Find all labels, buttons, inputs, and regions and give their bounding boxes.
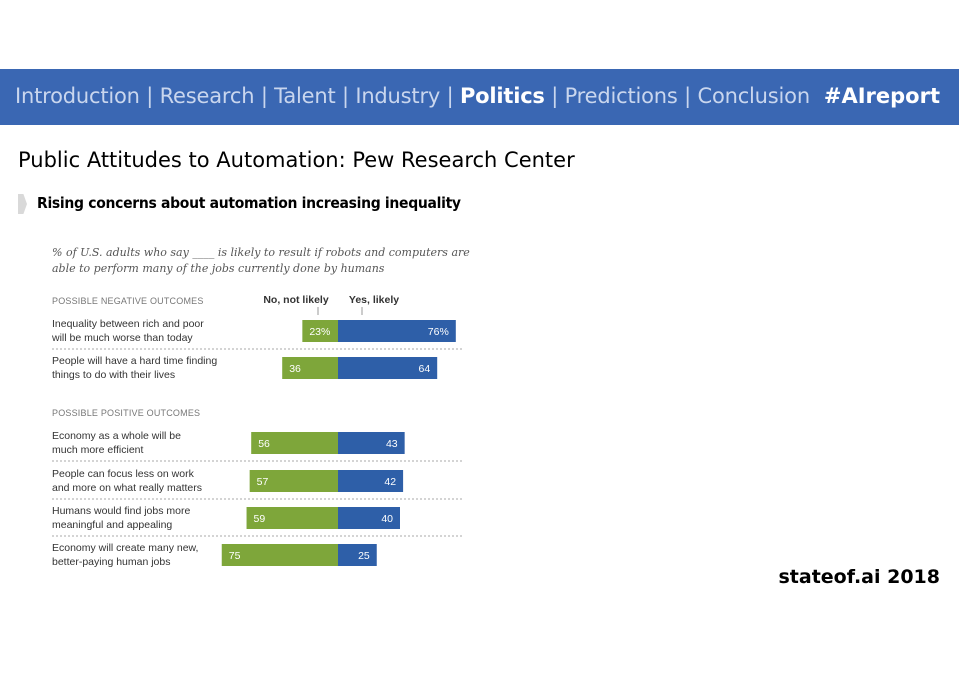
bar-value-no: 23% — [309, 326, 330, 338]
bar-no-not-likely — [246, 507, 338, 529]
nav-separator: | — [677, 84, 698, 108]
row-label: things to do with their lives — [52, 369, 175, 381]
row-label: Humans would find jobs more — [52, 505, 190, 517]
bar-value-yes: 42 — [384, 476, 396, 488]
bar-value-yes: 43 — [386, 438, 398, 450]
bar-no-not-likely — [302, 320, 338, 342]
nav-separator: | — [139, 84, 160, 108]
row-label: People will have a hard time finding — [52, 355, 217, 367]
bar-value-no: 59 — [254, 513, 266, 525]
section-nav: Introduction | Research | Talent | Indus… — [15, 84, 810, 108]
bar-value-yes: 40 — [381, 513, 393, 525]
legend-yes-likely: Yes, likely — [349, 294, 399, 306]
page-title: Public Attitudes to Automation: Pew Rese… — [18, 148, 575, 172]
group-heading: POSSIBLE NEGATIVE OUTCOMES — [52, 296, 204, 306]
bar-yes-likely — [338, 470, 404, 492]
bar-value-yes: 25 — [358, 550, 370, 562]
row-label: Economy will create many new, — [52, 542, 198, 554]
slide-subtitle: Rising concerns about automation increas… — [37, 194, 461, 212]
nav-item-conclusion[interactable]: Conclusion — [697, 84, 810, 108]
row-label: will be much worse than today — [51, 332, 193, 344]
nav-separator: | — [254, 84, 275, 108]
nav-separator: | — [544, 84, 565, 108]
bar-value-no: 36 — [289, 363, 301, 375]
row-label: Inequality between rich and poor — [52, 318, 204, 330]
bar-no-not-likely — [221, 544, 338, 566]
bar-value-yes: 76% — [428, 326, 449, 338]
nav-item-politics[interactable]: Politics — [459, 84, 545, 108]
bar-no-not-likely — [249, 470, 338, 492]
nav-item-predictions[interactable]: Predictions — [564, 84, 678, 108]
bar-yes-likely — [338, 320, 456, 342]
top-navigation-bar: Introduction | Research | Talent | Indus… — [0, 69, 959, 125]
row-label: much more efficient — [52, 444, 144, 456]
nav-item-industry[interactable]: Industry — [355, 84, 441, 108]
bar-no-not-likely — [251, 432, 338, 454]
row-label: People can focus less on work — [52, 468, 195, 480]
chart-description-line: able to perform many of the jobs current… — [52, 262, 385, 275]
chart-description-line: % of U.S. adults who say ____ is likely … — [52, 246, 470, 259]
hashtag-label: #AIreport — [823, 84, 940, 108]
bullet-arrow-icon — [18, 194, 27, 214]
legend-no-not-likely: No, not likely — [263, 294, 329, 306]
row-label: meaningful and appealing — [52, 519, 172, 531]
bar-yes-likely — [338, 357, 438, 379]
bar-yes-likely — [338, 544, 377, 566]
footer-brand: stateof.ai 2018 — [778, 566, 940, 588]
nav-item-introduction[interactable]: Introduction — [15, 84, 140, 108]
row-label: better-paying human jobs — [52, 556, 171, 568]
bar-value-no: 75 — [229, 550, 241, 562]
nav-item-research[interactable]: Research — [159, 84, 255, 108]
row-label: and more on what really matters — [52, 482, 202, 494]
group-heading: POSSIBLE POSITIVE OUTCOMES — [52, 408, 200, 418]
bar-value-yes: 64 — [419, 363, 431, 375]
nav-item-talent[interactable]: Talent — [274, 84, 336, 108]
row-label: Economy as a whole will be — [52, 430, 181, 442]
bar-yes-likely — [338, 432, 405, 454]
bar-value-no: 57 — [257, 476, 269, 488]
bar-yes-likely — [338, 507, 400, 529]
nav-separator: | — [440, 84, 460, 108]
bar-value-no: 56 — [258, 438, 270, 450]
bar-no-not-likely — [282, 357, 338, 379]
nav-separator: | — [335, 84, 356, 108]
